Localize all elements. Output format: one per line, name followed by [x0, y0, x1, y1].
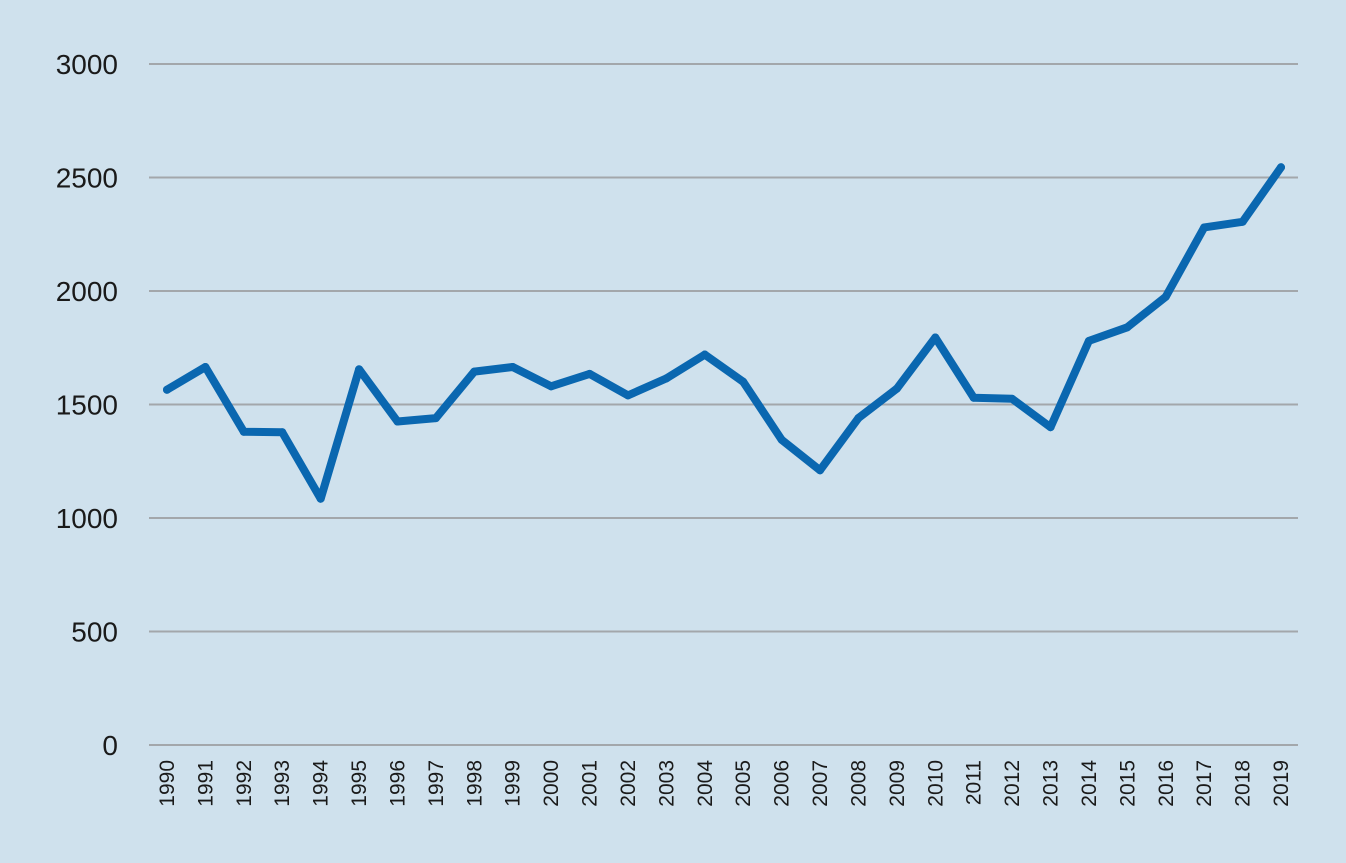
data-point — [777, 435, 786, 444]
data-point — [931, 333, 940, 342]
data-point — [1161, 292, 1170, 301]
x-tick-label: 2005 — [732, 760, 755, 807]
y-tick-label: 2000 — [56, 276, 118, 307]
data-point — [816, 466, 825, 475]
x-tick-label: 2018 — [1232, 760, 1255, 807]
data-point — [700, 350, 709, 359]
data-point — [1008, 394, 1017, 403]
data-point — [163, 385, 171, 394]
x-tick-label: 1993 — [271, 760, 294, 807]
data-point — [1046, 423, 1055, 432]
data-point — [201, 363, 210, 372]
series-group — [163, 163, 1285, 503]
data-point — [508, 363, 517, 372]
data-point — [1238, 217, 1247, 226]
y-tick-label: 500 — [71, 617, 118, 648]
x-tick-label: 1998 — [463, 760, 486, 807]
x-tick-label: 1990 — [156, 760, 179, 807]
data-point — [547, 382, 556, 391]
x-tick-label: 2010 — [924, 760, 947, 807]
data-point — [854, 414, 863, 423]
data-point — [470, 367, 479, 376]
data-point — [393, 417, 402, 426]
data-point — [623, 391, 632, 400]
data-point — [1123, 323, 1132, 332]
x-tick-label: 2007 — [809, 760, 832, 807]
x-tick-label: 2012 — [1001, 760, 1024, 807]
x-tick-label: 1991 — [194, 760, 217, 807]
y-tick-label: 1000 — [56, 503, 118, 534]
data-point — [239, 427, 248, 436]
series-line — [163, 163, 1285, 503]
data-point — [739, 377, 748, 386]
data-point — [585, 369, 594, 378]
x-tick-label: 2009 — [886, 760, 909, 807]
x-tick-label: 2017 — [1193, 760, 1216, 807]
data-point — [1200, 223, 1209, 232]
data-point — [1277, 163, 1285, 172]
x-tick-label: 1996 — [386, 760, 409, 807]
x-tick-label: 1994 — [310, 760, 333, 807]
y-tick-label: 2500 — [56, 163, 118, 194]
data-point — [662, 374, 671, 383]
x-tick-label: 2013 — [1040, 760, 1063, 807]
gridlines — [149, 63, 1298, 746]
x-tick-label: 2014 — [1078, 760, 1101, 807]
y-tick-label: 1500 — [56, 390, 118, 421]
x-tick-label: 2002 — [617, 760, 640, 807]
x-tick-label: 2004 — [694, 760, 717, 807]
x-tick-label: 2016 — [1155, 760, 1178, 807]
data-point — [892, 384, 901, 393]
x-tick-label: 1997 — [425, 760, 448, 807]
x-axis-tick-labels: 1990 1991 1992 1993 1994 1995 1996 1997 1998 1999… — [156, 760, 1293, 807]
y-tick-label: 0 — [102, 730, 118, 761]
y-tick-label: 3000 — [56, 49, 118, 80]
x-tick-label: 2015 — [1116, 760, 1139, 807]
data-point — [316, 494, 325, 503]
data-point — [969, 393, 978, 402]
y-axis-tick-labels: 0 500 1000 1500 2000 2500 3000 — [56, 49, 118, 761]
x-tick-label: 2019 — [1270, 760, 1293, 807]
x-tick-label: 1992 — [233, 760, 256, 807]
x-tick-label: 2003 — [655, 760, 678, 807]
data-point — [1084, 336, 1093, 345]
x-tick-label: 2006 — [771, 760, 794, 807]
x-tick-label: 2001 — [579, 760, 602, 807]
x-tick-label: 1999 — [502, 760, 525, 807]
data-point — [431, 414, 440, 423]
data-point — [355, 365, 364, 374]
x-tick-label: 2011 — [963, 760, 986, 805]
x-tick-label: 2008 — [847, 760, 870, 807]
x-tick-label: 2000 — [540, 760, 563, 807]
data-point — [278, 428, 287, 437]
x-tick-label: 1995 — [348, 760, 371, 807]
